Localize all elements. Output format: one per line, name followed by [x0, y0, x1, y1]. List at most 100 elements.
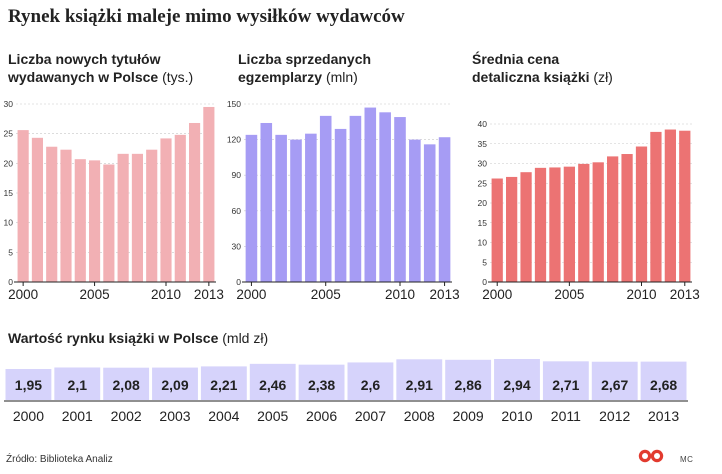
panel-title-price: Średnia cena detaliczna książki (zł): [472, 50, 613, 86]
y-tick-label: 0: [482, 277, 487, 287]
value-title-text: Wartość rynku książki w Polsce: [8, 330, 219, 346]
value-box-2009: [445, 359, 492, 400]
y-tick-label: 10: [478, 238, 488, 248]
bar-2010: [160, 138, 172, 282]
value-box-2006: [298, 364, 345, 400]
year-label: 2011: [551, 408, 581, 424]
bar-2004: [74, 159, 86, 282]
bar-2013: [679, 130, 691, 282]
y-tick-label: 150: [227, 99, 241, 109]
bar-2005: [89, 160, 101, 282]
bar-2002: [46, 146, 58, 282]
bar-2009: [146, 149, 158, 282]
y-tick-label: 120: [227, 135, 241, 145]
x-tick-label: 2000: [8, 287, 38, 302]
bar-2005: [319, 115, 332, 282]
y-tick-label: 0: [8, 277, 13, 287]
bar-2011: [650, 131, 662, 282]
value-label: 2,91: [406, 377, 433, 393]
value-box-2010: [494, 359, 540, 400]
panel-title-line2: wydawanych w Polsce: [8, 69, 159, 85]
year-label: 2013: [648, 408, 679, 424]
bar-2000: [245, 134, 258, 282]
panel-title-line2: detaliczna książki: [472, 69, 590, 85]
bar-2006: [578, 163, 590, 282]
bar-2004: [549, 167, 561, 282]
y-tick-label: 60: [232, 206, 242, 216]
value-label: 2,1: [68, 377, 88, 393]
year-label: 2012: [599, 408, 630, 424]
y-tick-label: 30: [478, 159, 488, 169]
bar-2013: [203, 106, 215, 282]
value-label: 2,67: [601, 377, 628, 393]
year-label: 2007: [355, 408, 386, 424]
bar-2005: [563, 166, 575, 282]
year-label: 2003: [159, 408, 190, 424]
x-tick-label: 2000: [236, 287, 266, 302]
headline: Rynek książki maleje mimo wysiłków wydaw…: [8, 6, 405, 27]
x-tick-label: 2013: [430, 287, 460, 302]
y-tick-label: 10: [4, 218, 14, 228]
year-label: 2001: [62, 408, 93, 424]
value-box-2002: [103, 367, 150, 400]
y-tick-label: 0: [236, 277, 241, 287]
value-label: 2,68: [650, 377, 677, 393]
x-tick-label: 2010: [385, 287, 415, 302]
bar-2009: [621, 154, 633, 282]
value-section-title: Wartość rynku książki w Polsce (mld zł): [8, 330, 268, 346]
value-unit: (mld zł): [222, 330, 269, 346]
price-bar-chart: 0 5 10 15 20 25 30 35 40 2000 2005 2010 2013: [478, 119, 700, 302]
bar-2003: [534, 167, 547, 282]
x-tick-label: 2005: [554, 287, 584, 302]
panel-title-line1: Liczba nowych tytułów: [8, 51, 161, 67]
bar-2001: [506, 176, 518, 282]
y-tick-label: 35: [478, 139, 488, 149]
value-label: 2,09: [161, 377, 188, 393]
year-label: 2000: [13, 408, 44, 424]
y-tick-label: 30: [4, 99, 14, 109]
market-value-chart: 1,95 2000 2,1 2001 2,08 2002 2,09 2003 2,21 2004 2…: [4, 359, 688, 424]
y-tick-label: 90: [232, 170, 242, 180]
panel-unit: (tys.): [162, 69, 194, 85]
value-box-2008: [396, 359, 443, 400]
bar-2011: [174, 134, 186, 282]
value-box-2004: [200, 366, 247, 400]
panel-title-line2: egzemplarzy: [238, 69, 323, 85]
value-box-2012: [591, 361, 638, 400]
year-label: 2009: [453, 408, 484, 424]
y-tick-label: 30: [232, 241, 242, 251]
bar-2006: [334, 128, 347, 282]
bar-2012: [664, 129, 676, 282]
value-label: 2,94: [503, 377, 530, 393]
x-tick-label: 2005: [80, 287, 110, 302]
bar-2004: [305, 133, 317, 282]
bar-2011: [409, 139, 421, 282]
source-note: Źródło: Biblioteka Analiz: [6, 454, 113, 465]
x-tick-label: 2013: [194, 287, 224, 302]
year-label: 2010: [501, 408, 532, 424]
panel-title-line1: Liczba sprzedanych: [238, 51, 372, 67]
value-box-2011: [542, 361, 589, 400]
bar-2009: [379, 112, 391, 282]
x-tick-label: 2005: [311, 287, 341, 302]
bar-2008: [364, 107, 377, 282]
bar-2001: [260, 122, 273, 282]
bar-2003: [290, 139, 302, 282]
bar-2008: [131, 153, 143, 282]
bar-2012: [423, 144, 436, 282]
y-tick-label: 5: [8, 247, 13, 257]
year-label: 2005: [257, 408, 288, 424]
bar-2013: [438, 137, 451, 282]
x-tick-label: 2010: [626, 287, 656, 302]
panel-title-line1: Średnia cena: [472, 51, 560, 67]
bar-2007: [117, 153, 129, 282]
value-box-2005: [249, 363, 296, 400]
y-tick-label: 15: [4, 188, 14, 198]
value-label: 2,6: [361, 377, 381, 393]
copies-bar-chart: 0 30 60 90 120 150 2000 2005 2010 2013: [227, 99, 460, 302]
bar-2007: [592, 162, 604, 282]
value-box-2000: [5, 369, 52, 400]
bar-2012: [189, 122, 201, 282]
bar-2003: [60, 149, 72, 282]
bar-2000: [17, 130, 29, 282]
